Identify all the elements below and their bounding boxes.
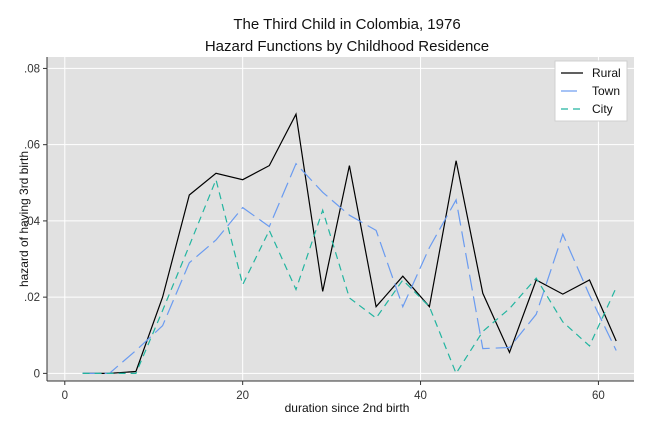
x-tick-label: 0: [62, 390, 68, 402]
x-axis-label: duration since 2nd birth: [285, 401, 410, 415]
y-tick-label: .02: [24, 292, 40, 304]
chart-title: The Third Child in Colombia, 1976: [233, 16, 460, 33]
legend: Rural Town City: [554, 60, 628, 122]
series-line-town: [82, 162, 617, 374]
axes: 0 .02 .04 .06 .08 0 20 40 60: [24, 57, 634, 402]
legend-label-town: Town: [592, 84, 620, 98]
series-line-city: [82, 177, 617, 375]
y-tick-label: .06: [24, 140, 40, 152]
y-tick-label: .08: [24, 63, 40, 75]
series-line-rural: [82, 112, 617, 374]
y-tick-label: .04: [24, 216, 41, 228]
x-tick-label: 20: [236, 390, 249, 402]
y-tick-label: 0: [34, 368, 40, 380]
x-tick-label: 40: [414, 390, 427, 402]
plot-area: [47, 57, 634, 381]
x-tick-label: 60: [592, 390, 605, 402]
y-axis-label: hazard of having 3rd birth: [17, 151, 31, 287]
legend-label-city: City: [592, 102, 613, 116]
chart-subtitle: Hazard Functions by Childhood Residence: [205, 38, 489, 55]
series-layer: [82, 112, 617, 375]
legend-label-rural: Rural: [592, 66, 621, 80]
